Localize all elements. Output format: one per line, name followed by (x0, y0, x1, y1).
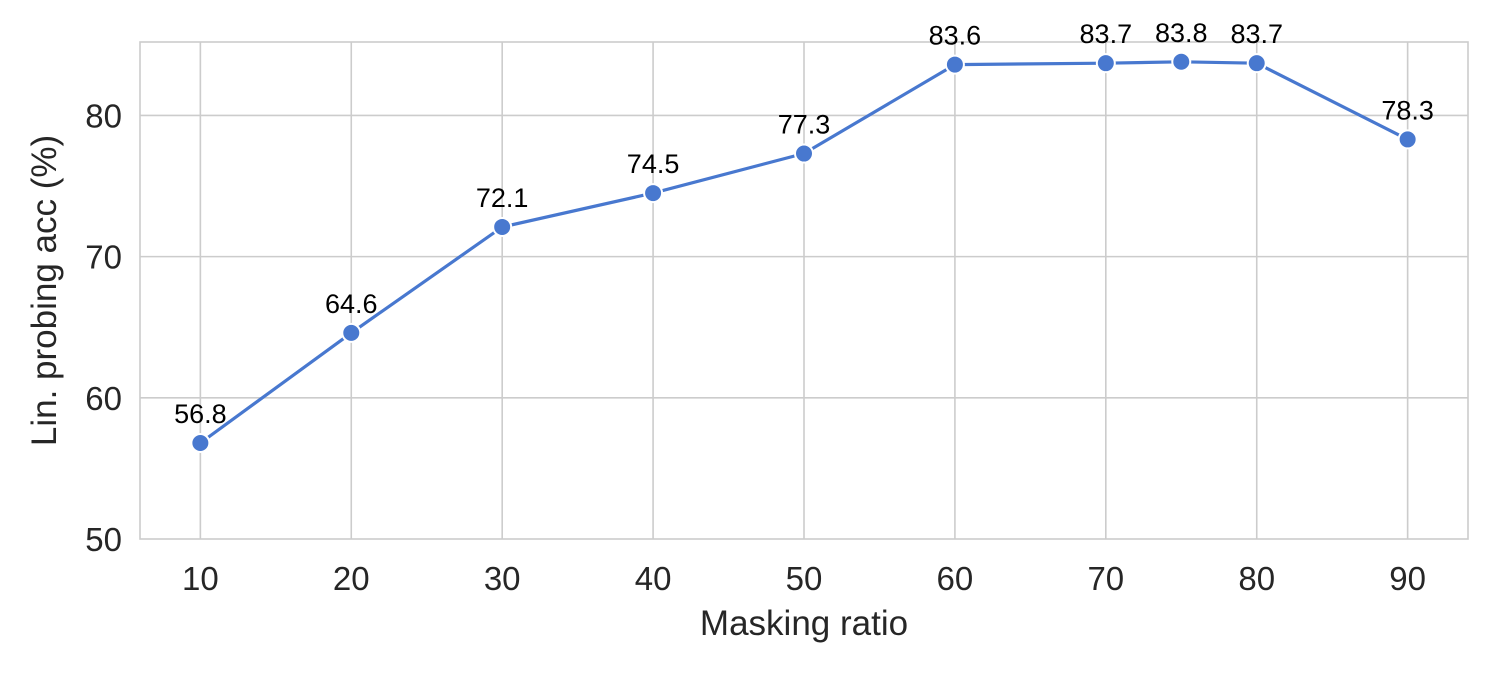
data-point (1171, 51, 1192, 72)
x-axis-label: Masking ratio (700, 604, 908, 643)
x-tick-label: 70 (1087, 560, 1124, 597)
y-tick-label: 60 (85, 380, 122, 417)
data-label: 77.3 (778, 110, 831, 140)
x-tick-label: 30 (484, 560, 521, 597)
x-tick-label: 90 (1389, 560, 1426, 597)
y-tick-label: 70 (85, 239, 122, 276)
data-point (492, 216, 513, 237)
data-point (1397, 129, 1418, 150)
data-point (1095, 53, 1116, 74)
data-point (341, 322, 362, 343)
grid (140, 42, 1468, 539)
x-tick-label: 80 (1238, 560, 1275, 597)
data-label: 72.1 (476, 183, 529, 213)
data-label: 83.6 (929, 21, 982, 51)
data-point (944, 54, 965, 75)
y-tick-label: 50 (85, 521, 122, 558)
x-tick-label: 40 (635, 560, 672, 597)
data-label: 83.8 (1155, 18, 1208, 48)
data-label: 74.5 (627, 149, 680, 179)
data-labels: 56.8 64.6 72.1 74.5 77.3 83.6 83.7 83.8 83.7 78.3 (174, 18, 1434, 429)
series-line (199, 60, 1409, 445)
data-point (1246, 53, 1267, 74)
y-tick-labels: 50 60 70 80 (85, 97, 122, 558)
x-tick-label: 60 (937, 560, 974, 597)
data-point (643, 183, 664, 204)
data-label: 78.3 (1381, 95, 1434, 125)
x-tick-label: 50 (786, 560, 823, 597)
data-label: 64.6 (325, 289, 378, 319)
plot-frame (139, 41, 1469, 540)
data-point (190, 432, 211, 453)
data-point (794, 143, 814, 164)
x-tick-label: 20 (333, 560, 370, 597)
data-label: 83.7 (1080, 19, 1133, 49)
data-label: 56.8 (174, 399, 227, 429)
y-tick-label: 80 (85, 97, 122, 134)
y-axis-label: Lin. probing acc (%) (25, 135, 64, 446)
x-tick-label: 10 (182, 560, 219, 597)
data-markers (190, 51, 1418, 453)
data-label: 83.7 (1230, 19, 1283, 49)
x-tick-labels: 10 20 30 40 50 60 70 80 90 (182, 560, 1426, 597)
